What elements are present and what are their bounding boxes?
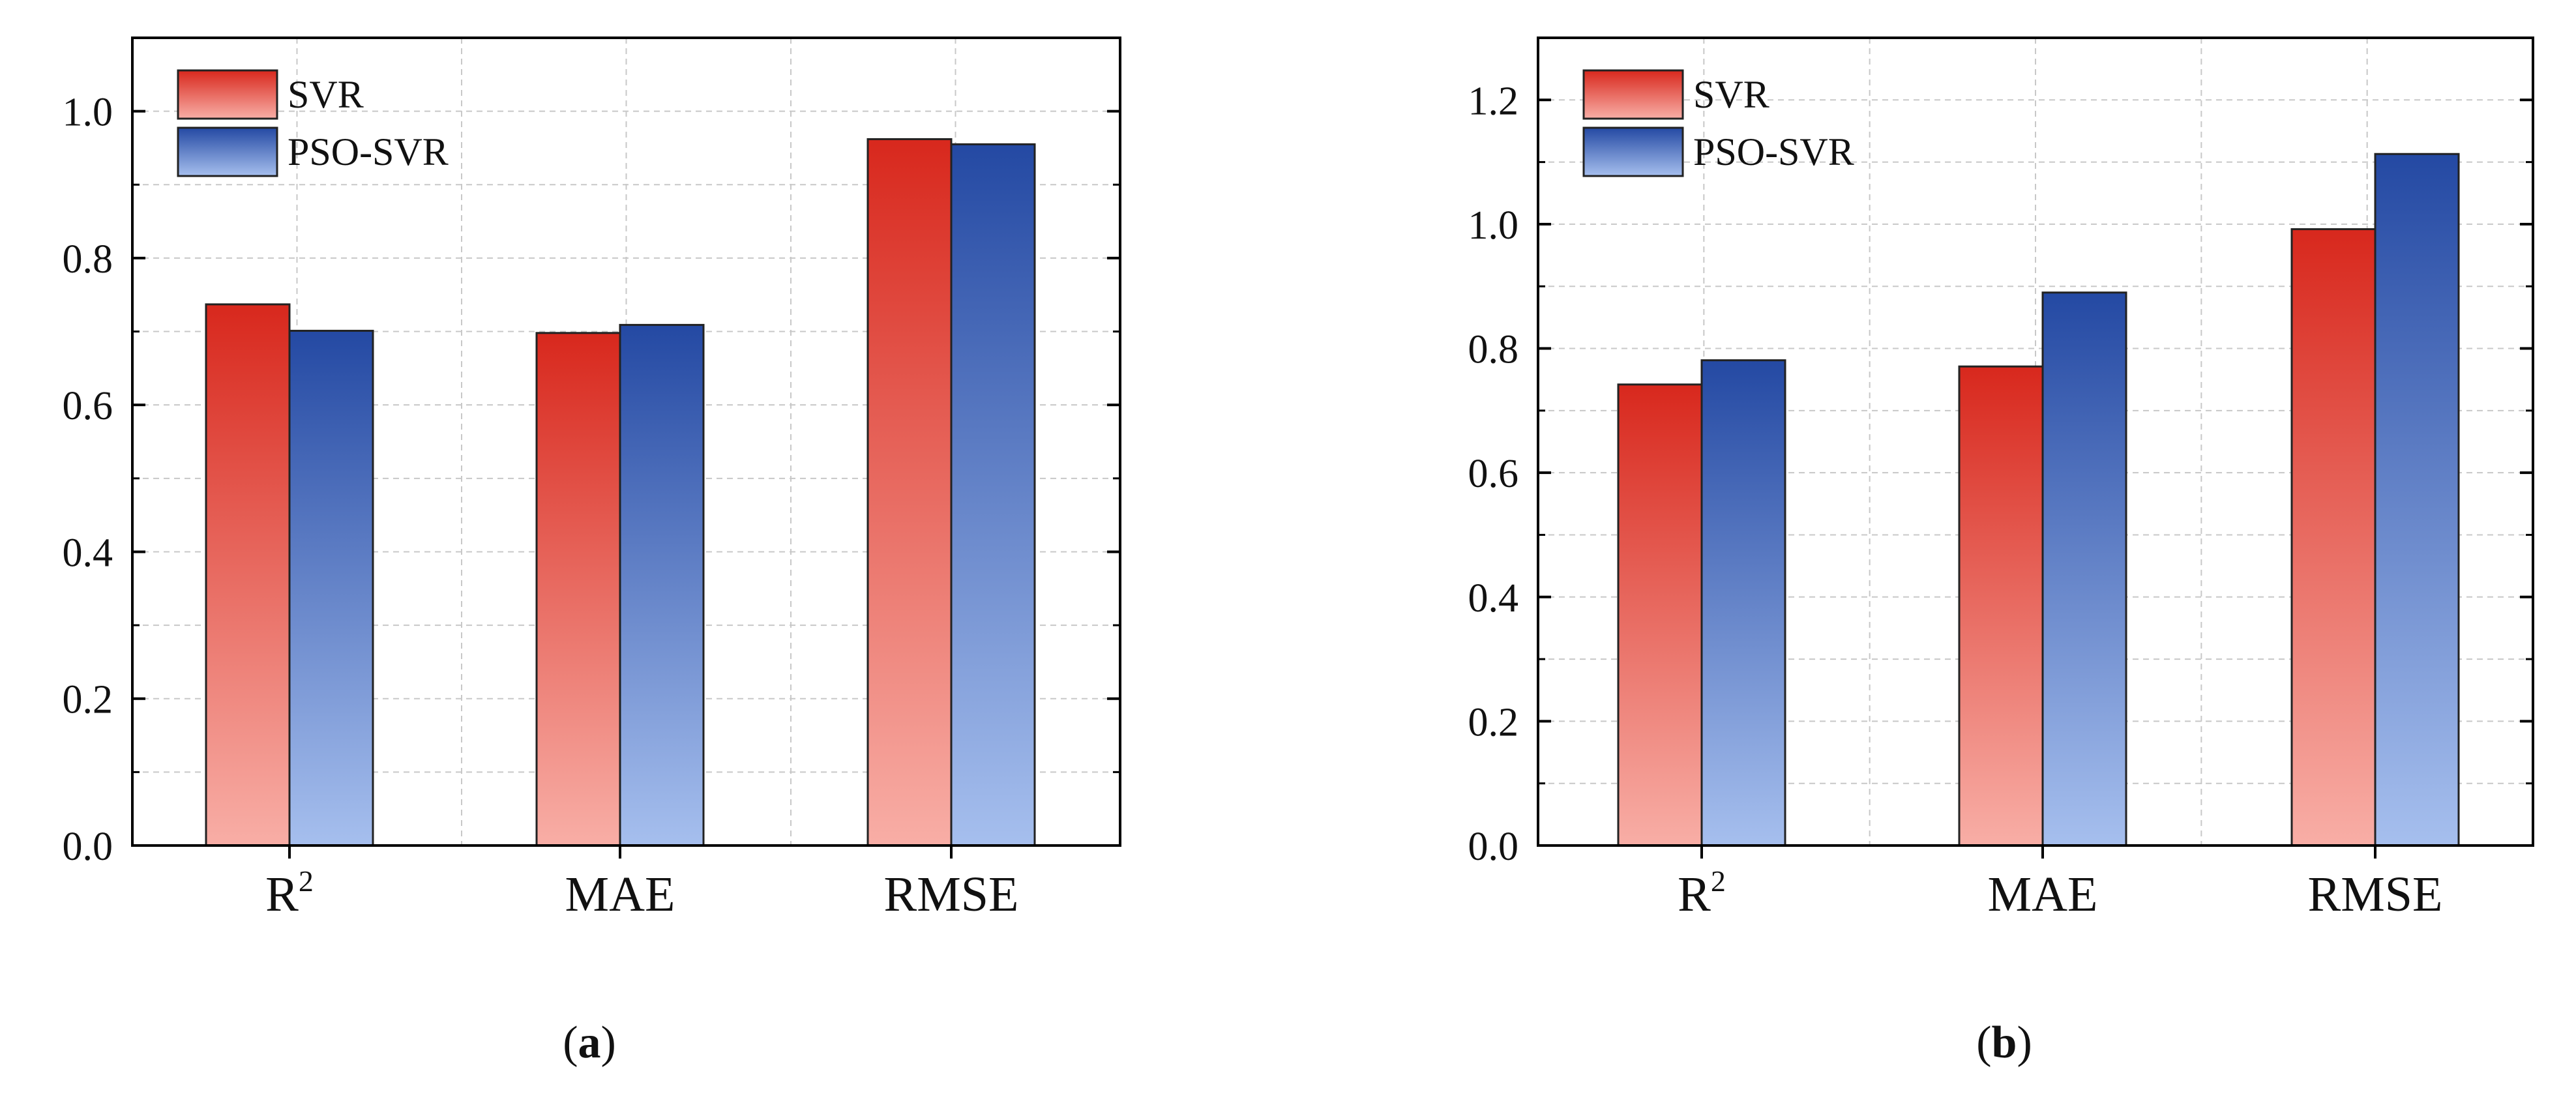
bar-svr-mae: [535, 332, 621, 847]
x-tick-label: R2: [1678, 864, 1726, 922]
legend-label-svr: SVR: [288, 73, 364, 116]
x-tick-label: MAE: [1988, 867, 2098, 922]
y-tick-label: 0.8: [63, 237, 113, 282]
legend-swatch-pso-svr: [177, 126, 278, 177]
chart-b: 0.0 0.2 0.4 0.6 0.8 1.0 1.2 R2 MAE RMSE SVR PSO-SVR: [1468, 37, 2534, 922]
bar-pso-svr-rmse: [2374, 153, 2460, 847]
bar-pso-svr-rmse: [950, 143, 1036, 847]
bar-svr-rmse: [2290, 228, 2376, 847]
y-tick-label: 0.4: [63, 531, 113, 575]
y-tick-label: 0.8: [1468, 328, 1519, 372]
legend-swatch-svr: [1582, 69, 1684, 120]
bar-svr-r: [1617, 383, 1703, 847]
y-tick-label: 0.4: [1468, 576, 1519, 621]
bar-pso-svr-mae: [2041, 291, 2127, 847]
y-tick-label: 1.0: [63, 91, 113, 135]
bar-pso-svr-r: [288, 329, 374, 847]
legend-label-pso-svr: PSO-SVR: [1693, 130, 1854, 173]
bar-pso-svr-r: [1700, 359, 1786, 847]
y-tick-label: 0.2: [63, 678, 113, 722]
x-tick-label: RMSE: [2308, 867, 2443, 922]
y-tick-label: 0.6: [63, 384, 113, 428]
bar-pso-svr-mae: [619, 323, 705, 847]
panel-label-b: (b): [1976, 1018, 2032, 1068]
bar-svr-mae: [1958, 365, 2044, 847]
plot-frame: [131, 37, 1121, 847]
chart-a: 0.0 0.2 0.4 0.6 0.8 1.0 R2 MAE RMSE SVR PSO-SVR: [63, 37, 1121, 922]
legend-label-pso-svr: PSO-SVR: [288, 130, 449, 173]
legend-label-svr: SVR: [1693, 73, 1769, 116]
y-tick-label: 0.2: [1468, 700, 1519, 744]
y-tick-label: 1.2: [1468, 79, 1519, 123]
legend-swatch-svr: [177, 69, 278, 120]
bar-svr-r: [205, 303, 291, 847]
panel-label-a: (a): [563, 1018, 616, 1068]
x-tick-label: MAE: [565, 867, 675, 922]
legend-swatch-pso-svr: [1582, 126, 1684, 177]
y-tick-label: 0.0: [1468, 825, 1519, 869]
plot-frame: [1537, 37, 2534, 847]
y-tick-label: 0.6: [1468, 452, 1519, 496]
x-tick-label: R2: [265, 864, 314, 922]
y-tick-label: 0.0: [63, 825, 113, 869]
y-tick-label: 1.0: [1468, 203, 1519, 248]
bar-svr-rmse: [866, 138, 953, 847]
x-tick-label: RMSE: [884, 867, 1019, 922]
